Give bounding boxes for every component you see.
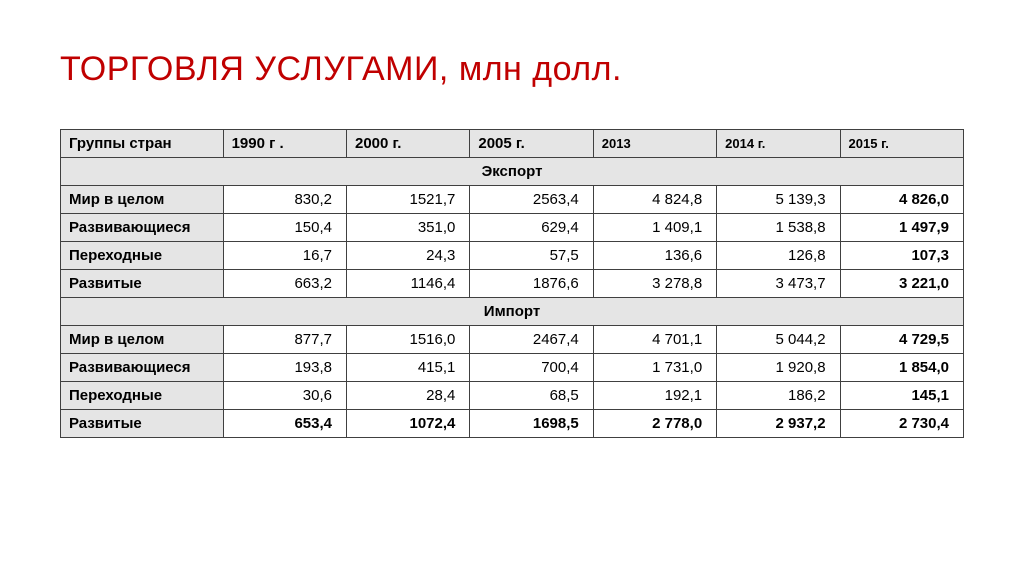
page-title: ТОРГОВЛЯ УСЛУГАМИ, млн долл. [60, 50, 964, 89]
cell-value: 107,3 [840, 242, 963, 270]
row-label: Переходные [61, 242, 224, 270]
cell-value: 1 497,9 [840, 214, 963, 242]
header-year-1: 2000 г. [346, 130, 469, 158]
cell-value: 1072,4 [346, 410, 469, 438]
cell-value: 30,6 [223, 382, 346, 410]
table-row: Мир в целом830,21521,72563,44 824,85 139… [61, 186, 964, 214]
table-header: Группы стран 1990 г .2000 г.2005 г.20132… [61, 130, 964, 158]
row-label: Переходные [61, 382, 224, 410]
cell-value: 653,4 [223, 410, 346, 438]
cell-value: 150,4 [223, 214, 346, 242]
section-title: Экспорт [61, 158, 964, 186]
header-year-0: 1990 г . [223, 130, 346, 158]
cell-value: 2 730,4 [840, 410, 963, 438]
table-row: Мир в целом877,71516,02467,44 701,15 044… [61, 326, 964, 354]
cell-value: 192,1 [593, 382, 716, 410]
table-row: Переходные16,724,357,5136,6126,8107,3 [61, 242, 964, 270]
section-title: Импорт [61, 298, 964, 326]
services-trade-table: Группы стран 1990 г .2000 г.2005 г.20132… [60, 129, 964, 438]
row-label: Развивающиеся [61, 354, 224, 382]
row-label: Мир в целом [61, 326, 224, 354]
header-year-2: 2005 г. [470, 130, 593, 158]
cell-value: 1 409,1 [593, 214, 716, 242]
cell-value: 2 778,0 [593, 410, 716, 438]
header-groups-label: Группы стран [61, 130, 224, 158]
cell-value: 1876,6 [470, 270, 593, 298]
cell-value: 830,2 [223, 186, 346, 214]
section-header-row: Экспорт [61, 158, 964, 186]
cell-value: 136,6 [593, 242, 716, 270]
cell-value: 4 729,5 [840, 326, 963, 354]
table-row: Развитые653,41072,41698,52 778,02 937,22… [61, 410, 964, 438]
cell-value: 1516,0 [346, 326, 469, 354]
cell-value: 57,5 [470, 242, 593, 270]
table-row: Развитые663,21146,41876,63 278,83 473,73… [61, 270, 964, 298]
cell-value: 1 920,8 [717, 354, 840, 382]
cell-value: 145,1 [840, 382, 963, 410]
cell-value: 186,2 [717, 382, 840, 410]
cell-value: 700,4 [470, 354, 593, 382]
cell-value: 2467,4 [470, 326, 593, 354]
section-header-row: Импорт [61, 298, 964, 326]
cell-value: 629,4 [470, 214, 593, 242]
cell-value: 877,7 [223, 326, 346, 354]
cell-value: 3 278,8 [593, 270, 716, 298]
cell-value: 1146,4 [346, 270, 469, 298]
row-label: Мир в целом [61, 186, 224, 214]
cell-value: 4 701,1 [593, 326, 716, 354]
cell-value: 1521,7 [346, 186, 469, 214]
cell-value: 28,4 [346, 382, 469, 410]
cell-value: 193,8 [223, 354, 346, 382]
header-year-3: 2013 [593, 130, 716, 158]
cell-value: 68,5 [470, 382, 593, 410]
table-row: Развивающиеся150,4351,0629,41 409,11 538… [61, 214, 964, 242]
cell-value: 5 044,2 [717, 326, 840, 354]
header-year-4: 2014 г. [717, 130, 840, 158]
header-year-5: 2015 г. [840, 130, 963, 158]
table-body: ЭкспортМир в целом830,21521,72563,44 824… [61, 158, 964, 438]
cell-value: 2 937,2 [717, 410, 840, 438]
cell-value: 1 731,0 [593, 354, 716, 382]
cell-value: 3 221,0 [840, 270, 963, 298]
row-label: Развитые [61, 410, 224, 438]
cell-value: 126,8 [717, 242, 840, 270]
table-row: Развивающиеся193,8415,1700,41 731,01 920… [61, 354, 964, 382]
cell-value: 24,3 [346, 242, 469, 270]
cell-value: 2563,4 [470, 186, 593, 214]
cell-value: 3 473,7 [717, 270, 840, 298]
cell-value: 663,2 [223, 270, 346, 298]
cell-value: 1698,5 [470, 410, 593, 438]
header-row: Группы стран 1990 г .2000 г.2005 г.20132… [61, 130, 964, 158]
cell-value: 1 538,8 [717, 214, 840, 242]
row-label: Развивающиеся [61, 214, 224, 242]
cell-value: 351,0 [346, 214, 469, 242]
table-row: Переходные30,628,468,5192,1186,2145,1 [61, 382, 964, 410]
row-label: Развитые [61, 270, 224, 298]
cell-value: 4 824,8 [593, 186, 716, 214]
cell-value: 4 826,0 [840, 186, 963, 214]
cell-value: 16,7 [223, 242, 346, 270]
cell-value: 415,1 [346, 354, 469, 382]
cell-value: 5 139,3 [717, 186, 840, 214]
cell-value: 1 854,0 [840, 354, 963, 382]
